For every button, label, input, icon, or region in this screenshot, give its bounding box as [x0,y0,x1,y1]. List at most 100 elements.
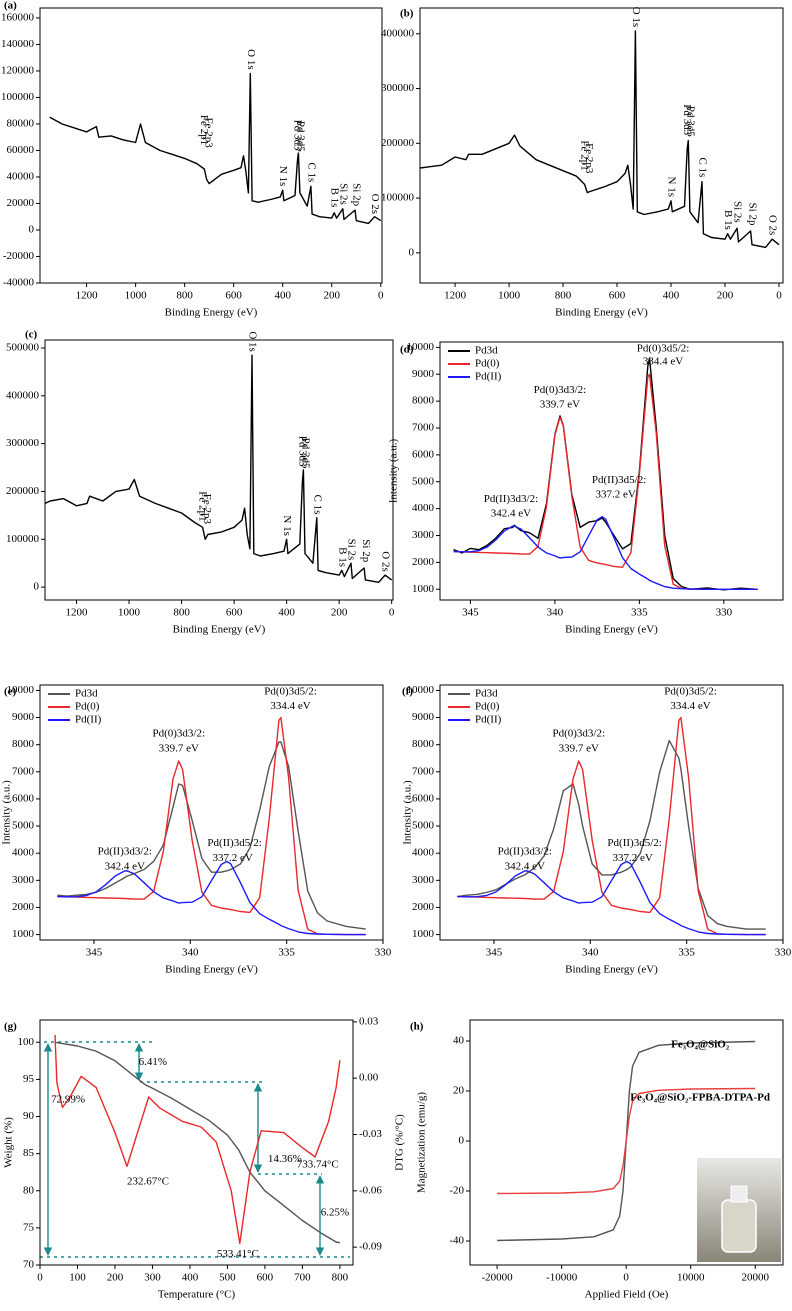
y-tick-label: 6000 [12,792,35,804]
x-tick-label: 330 [775,947,792,959]
y-tick-label: 9000 [412,711,435,723]
x-tick-label: 1000 [498,290,521,302]
x-tick-label: 200 [323,290,340,302]
annotation: Pd(0)3d5/2: [637,342,690,354]
y-axis-label: Magnetization (emu/g) [416,1092,428,1193]
y-axis-label: Weight (%) [3,1117,15,1168]
annotation: Pd 3d5 [684,106,696,137]
y2-tick-label: -0.09 [359,1241,382,1253]
series-line [453,357,758,591]
x-tick-label: 700 [294,1272,311,1284]
x-tick-label: 200 [717,290,734,302]
y-tick-label: -20 [449,1185,464,1197]
panel-label: (d) [400,344,414,356]
x-axis-label: Applied Field (Oe) [585,1289,669,1301]
x-axis-label: Binding Energy (eV) [555,307,648,319]
annotation: O 1s [245,49,257,69]
x-tick-label: 330 [716,607,733,619]
x-tick-label: 1000 [125,290,148,302]
y-tick-label: 4000 [12,847,35,859]
annotation: 337.2 eV [596,489,636,501]
annotation: C 1s [305,162,317,182]
annotation: N 1s [665,177,677,197]
panel: (a) 1200 1000 800 600 400 200 0 -40000 -20000 0 200… [1,0,384,319]
panel-label: (f) [402,686,413,698]
y-tick-label: 4000 [412,847,435,859]
y-tick-label: 8000 [412,395,435,407]
plot-frame [44,339,394,601]
annotation: 6.25% [321,1207,349,1219]
series-line [45,354,393,583]
x-axis-label: Binding Energy (eV) [173,624,266,636]
x-tick-label: 335 [678,947,695,959]
y-axis-label: Intensity (a.u.) [1,780,13,845]
inset-photo [697,1158,781,1262]
annotation: Pd(II)3d5/2: [207,837,261,849]
x-tick-label: 600 [226,607,243,619]
y-tick-label: 10000 [407,684,435,696]
y-tick-label: 100000 [6,533,40,545]
x-tick-label: 800 [332,1272,349,1284]
annotation: C 1s [697,157,709,177]
annotation: Pd(II)3d5/2: [592,474,646,486]
x-tick-label: 10000 [677,1272,705,1284]
annotation: Fe 2p3 [202,118,214,149]
annotation: Pd(0)3d5/2: [264,685,317,697]
x-tick-label: 20000 [741,1272,769,1284]
annotation: 342.4 eV [505,860,545,872]
annotation: Si 2p [351,183,363,206]
x-axis-label: Binding Energy (eV) [165,964,258,976]
x-tick-label: 340 [582,947,599,959]
series-line [453,373,758,590]
x-tick-label: 340 [182,947,199,959]
series-line [457,716,766,936]
annotation: 339.7 eV [559,742,599,754]
legend-label: Pd(0) [75,701,100,713]
x-tick-label: 345 [86,947,103,959]
y-tick-label: 500000 [6,342,40,354]
annotation: Pd 3d3 [681,104,693,135]
y-tick-label: -20000 [3,250,35,262]
legend-label: Pd(II) [75,714,102,726]
panel-label: (g) [4,1021,17,1033]
y-tick-label: 6000 [412,448,435,460]
annotation: Pd(0)3d3/2: [534,384,587,396]
annotation: Si 2p [746,203,758,226]
x-tick-label: 1200 [66,607,89,619]
x-tick-label: 800 [176,290,193,302]
y-tick-label: 9000 [12,711,35,723]
x-tick-label: 500 [219,1272,236,1284]
annotation: N 1s [277,166,289,186]
annotation: Fe₃O₄@SiO₂-FPBA-DTPA-Pd [630,1092,770,1104]
x-tick-label: -20000 [482,1272,514,1284]
y-tick-label: 7000 [412,422,435,434]
y2-tick-label: -0.03 [359,1128,382,1140]
y-tick-label: 0 [34,581,40,593]
series-line [54,1041,341,1244]
y-tick-label: 5000 [412,475,435,487]
y-axis-label: Intensity (a.u.) [402,780,414,845]
x-tick-label: 0 [623,1272,629,1284]
panel: (f) 345 340 335 330 1000 2000 3000 4000 5000 6000 7… [402,684,792,976]
x-tick-label: 0 [776,290,782,302]
x-tick-label: 335 [631,607,648,619]
annotation: Pd 3d5 [299,438,311,469]
y2-tick-label: 0.00 [359,1072,379,1084]
y-tick-label: 75 [23,1221,35,1233]
annotation: Si 2s [732,201,744,223]
plot-frame [439,684,784,941]
annotation: 733.74°C [297,1158,339,1170]
annotation: Pd(II)3d3/2: [498,845,552,857]
annotation: N 1s [281,515,293,535]
x-tick-label: 400 [663,290,680,302]
tga-guides [40,1041,350,1258]
x-tick-label: 300 [144,1272,161,1284]
annotation: Fe 2p3 [201,494,213,525]
series-line [57,860,366,936]
annotation: 339.7 eV [540,399,580,411]
y-tick-label: 160000 [1,11,35,23]
series-line [457,860,766,936]
annotation: 337.2 eV [213,852,253,864]
annotation: Pd(II)3d3/2: [484,493,538,505]
